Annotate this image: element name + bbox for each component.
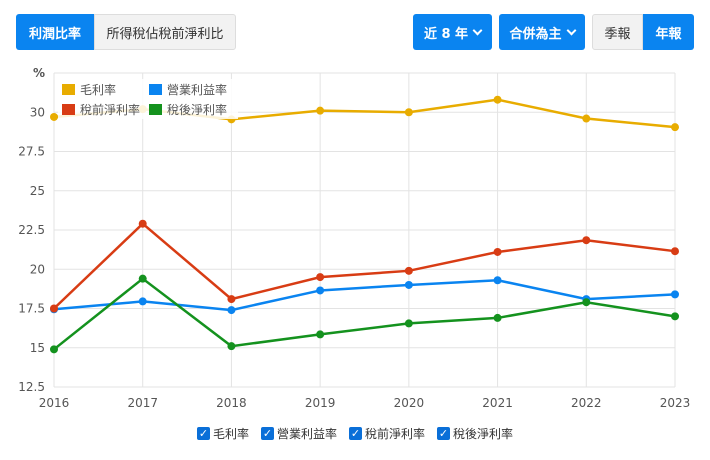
y-tick-label: 12.5	[18, 380, 45, 394]
series-toggle[interactable]: ✓ 毛利率	[196, 425, 249, 442]
series-toggle[interactable]: ✓ 營業利益率	[260, 425, 337, 442]
data-point[interactable]	[227, 295, 236, 304]
data-point[interactable]	[138, 274, 147, 283]
x-tick-label: 2018	[216, 396, 247, 410]
series-line	[53, 278, 676, 312]
y-tick-label: 22.5	[18, 223, 45, 237]
data-point[interactable]	[404, 108, 413, 117]
data-point[interactable]	[493, 276, 502, 285]
data-point[interactable]	[227, 306, 236, 315]
x-tick-label: 2022	[571, 396, 602, 410]
data-point[interactable]	[404, 319, 413, 328]
data-point[interactable]	[138, 297, 147, 306]
checkbox-checked-icon[interactable]: ✓	[260, 427, 274, 440]
x-tick-label: 2023	[660, 396, 691, 410]
x-tick-label: 2016	[39, 396, 70, 410]
data-point[interactable]	[582, 298, 591, 307]
range-dropdown[interactable]: 近 8 年	[413, 14, 492, 50]
data-point[interactable]	[316, 330, 325, 339]
tab-profit-margin[interactable]: 利潤比率	[16, 14, 94, 50]
data-point[interactable]	[493, 95, 502, 104]
legend-swatch	[62, 84, 75, 95]
quarterly-button[interactable]: 季報	[592, 14, 643, 50]
series-toggle-label: 營業利益率	[276, 427, 337, 441]
data-point[interactable]	[316, 286, 325, 295]
scope-label: 合併為主	[509, 26, 562, 42]
series-toggle-label: 毛利率	[212, 427, 249, 441]
y-tick-label: 27.5	[18, 145, 45, 159]
y-tick-label: 20	[30, 262, 45, 276]
series-toggle-label: 稅後淨利率	[453, 427, 514, 441]
data-point[interactable]	[671, 312, 679, 321]
data-point[interactable]	[493, 313, 502, 322]
x-tick-label: 2021	[482, 396, 513, 410]
data-point[interactable]	[671, 123, 679, 132]
legend-label[interactable]: 稅後淨利率	[167, 102, 227, 117]
data-point[interactable]	[582, 236, 591, 245]
series-line	[53, 222, 676, 310]
x-tick-label: 2019	[305, 396, 336, 410]
data-point[interactable]	[671, 247, 679, 256]
x-tick-label: 2017	[127, 396, 158, 410]
y-tick-label: 25	[30, 184, 45, 198]
legend-swatch	[149, 104, 162, 115]
x-tick-label: 2020	[394, 396, 425, 410]
data-point[interactable]	[138, 219, 147, 228]
line-chart: 2016 2017 2018 2019 2020 2021 2022 2023 12.5 15 17…	[18, 66, 691, 410]
data-point[interactable]	[50, 304, 58, 313]
scope-dropdown[interactable]: 合併為主	[499, 14, 585, 50]
data-point[interactable]	[671, 290, 679, 299]
range-label: 近 8 年	[423, 26, 469, 42]
legend-swatch	[62, 104, 75, 115]
data-point[interactable]	[404, 280, 413, 289]
checkbox-checked-icon[interactable]: ✓	[349, 427, 362, 440]
series-toggle-label: 稅前淨利率	[365, 427, 426, 441]
y-axis-unit: %	[33, 66, 45, 80]
series-toggle[interactable]: ✓ 稅後淨利率	[437, 425, 513, 442]
tab-tax-ratio[interactable]: 所得稅佔稅前淨利比	[94, 14, 236, 50]
y-tick-label: 15	[30, 341, 45, 355]
checkbox-checked-icon[interactable]: ✓	[437, 427, 451, 440]
legend-label[interactable]: 營業利益率	[167, 82, 227, 97]
checkbox-checked-icon[interactable]: ✓	[196, 427, 210, 440]
legend-label[interactable]: 毛利率	[80, 82, 116, 97]
data-point[interactable]	[50, 345, 58, 354]
y-tick-label: 17.5	[18, 302, 45, 316]
bottom-legend: ✓ 毛利率 ✓ 營業利益率 ✓ 稅前淨利率 ✓ 稅後淨利率	[0, 425, 710, 442]
annual-button[interactable]: 年報	[643, 14, 694, 50]
data-point[interactable]	[50, 112, 58, 121]
data-point[interactable]	[493, 247, 502, 256]
series-line	[53, 277, 676, 351]
legend-label[interactable]: 稅前淨利率	[80, 102, 140, 117]
data-point[interactable]	[316, 273, 325, 282]
data-point[interactable]	[227, 342, 236, 351]
data-point[interactable]	[404, 266, 413, 275]
data-point[interactable]	[582, 114, 591, 123]
series-toggle[interactable]: ✓ 稅前淨利率	[349, 425, 425, 442]
data-point[interactable]	[316, 106, 325, 115]
y-tick-label: 30	[30, 105, 45, 119]
legend-swatch	[149, 84, 162, 95]
